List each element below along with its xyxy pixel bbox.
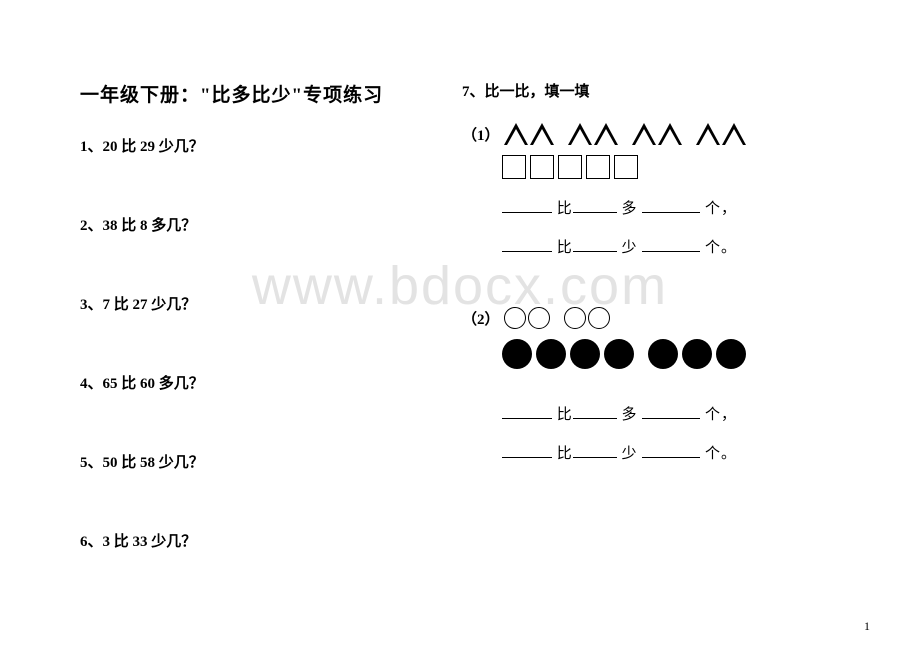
question-2: 2、38 比 8 多几？	[80, 214, 422, 235]
triangle-icon	[696, 123, 720, 145]
text-duo: 多	[622, 407, 638, 423]
sub2-label: （2）	[462, 308, 500, 329]
circle-open-icon	[528, 307, 550, 329]
blank-field[interactable]	[573, 236, 617, 252]
triangle-group	[696, 123, 746, 145]
text-duo: 多	[622, 201, 638, 217]
triangle-group	[568, 123, 618, 145]
square-icon	[530, 155, 554, 179]
question-6: 6、3 比 33 少几？	[80, 530, 422, 551]
triangle-icon	[722, 123, 746, 145]
question-7-sub1: （1） 比 多 个，	[462, 123, 840, 257]
triangle-icon	[594, 123, 618, 145]
circle-filled-icon	[604, 339, 634, 369]
sub1-label: （1）	[462, 124, 500, 145]
text-bi: 比	[557, 407, 573, 423]
text-shao: 少	[622, 240, 638, 256]
circle-filled-icon	[570, 339, 600, 369]
fill-less-line-2: 比 少 个。	[502, 442, 840, 463]
worksheet-page: 一年级下册："比多比少"专项练习 1、20 比 29 少几？ 2、38 比 8 …	[0, 0, 920, 649]
text-bi: 比	[557, 201, 573, 217]
text-bi: 比	[557, 240, 573, 256]
text-ge: 个。	[705, 446, 737, 462]
triangle-group	[504, 123, 554, 145]
blank-field[interactable]	[642, 403, 700, 419]
circle-filled-icon	[682, 339, 712, 369]
circle-filled-icon	[648, 339, 678, 369]
text-ge: 个，	[705, 201, 737, 217]
filled-circles-row	[502, 339, 840, 369]
triangle-icon	[632, 123, 656, 145]
triangle-icon	[530, 123, 554, 145]
blank-field[interactable]	[642, 442, 700, 458]
blank-field[interactable]	[642, 236, 700, 252]
text-ge: 个。	[705, 240, 737, 256]
triangle-icon	[658, 123, 682, 145]
left-column: 一年级下册："比多比少"专项练习 1、20 比 29 少几？ 2、38 比 8 …	[80, 80, 422, 609]
blank-field[interactable]	[573, 442, 617, 458]
triangle-group	[632, 123, 682, 145]
square-icon	[558, 155, 582, 179]
blank-field[interactable]	[502, 442, 552, 458]
open-circle-group	[504, 307, 550, 329]
blank-field[interactable]	[573, 403, 617, 419]
fill-less-line-1: 比 少 个。	[502, 236, 840, 257]
blank-field[interactable]	[573, 197, 617, 213]
blank-field[interactable]	[502, 197, 552, 213]
square-icon	[614, 155, 638, 179]
circle-open-icon	[588, 307, 610, 329]
text-bi: 比	[557, 446, 573, 462]
blank-field[interactable]	[502, 236, 552, 252]
blank-field[interactable]	[502, 403, 552, 419]
open-circle-group	[564, 307, 610, 329]
text-shao: 少	[622, 446, 638, 462]
question-5: 5、50 比 58 少几？	[80, 451, 422, 472]
question-4: 4、65 比 60 多几？	[80, 372, 422, 393]
text-ge: 个，	[705, 407, 737, 423]
question-7-header: 7、比一比，填一填	[462, 80, 840, 101]
circle-open-icon	[504, 307, 526, 329]
circle-open-icon	[564, 307, 586, 329]
square-icon	[586, 155, 610, 179]
circle-filled-icon	[716, 339, 746, 369]
fill-more-line-2: 比 多 个，	[502, 403, 840, 424]
triangle-icon	[504, 123, 528, 145]
fill-more-line-1: 比 多 个，	[502, 197, 840, 218]
square-icon	[502, 155, 526, 179]
circle-filled-icon	[536, 339, 566, 369]
circle-filled-icon	[502, 339, 532, 369]
squares-row	[502, 155, 840, 179]
question-3: 3、7 比 27 少几？	[80, 293, 422, 314]
question-7-sub2: （2） 比 多	[462, 307, 840, 463]
right-column: 7、比一比，填一填 （1） 比 多	[462, 80, 840, 609]
question-1: 1、20 比 29 少几？	[80, 135, 422, 156]
page-title: 一年级下册："比多比少"专项练习	[80, 80, 422, 107]
triangle-icon	[568, 123, 592, 145]
blank-field[interactable]	[642, 197, 700, 213]
